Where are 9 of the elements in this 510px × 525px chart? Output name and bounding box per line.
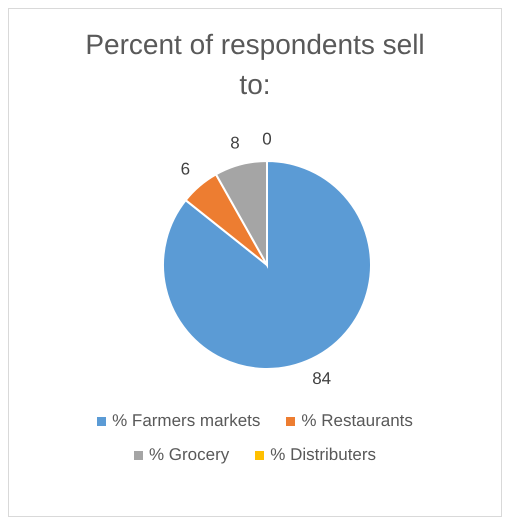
data-label: 84 xyxy=(312,369,332,388)
data-label: 6 xyxy=(180,160,190,179)
legend-label: % Farmers markets xyxy=(112,411,260,431)
data-label: 8 xyxy=(230,134,240,153)
chart-title: Percent of respondents sell to: xyxy=(84,28,426,102)
legend-label: % Grocery xyxy=(148,445,230,465)
legend-label: % Distributers xyxy=(270,445,376,465)
legend-label: % Restaurants xyxy=(301,411,413,431)
text: 0 xyxy=(262,130,272,148)
